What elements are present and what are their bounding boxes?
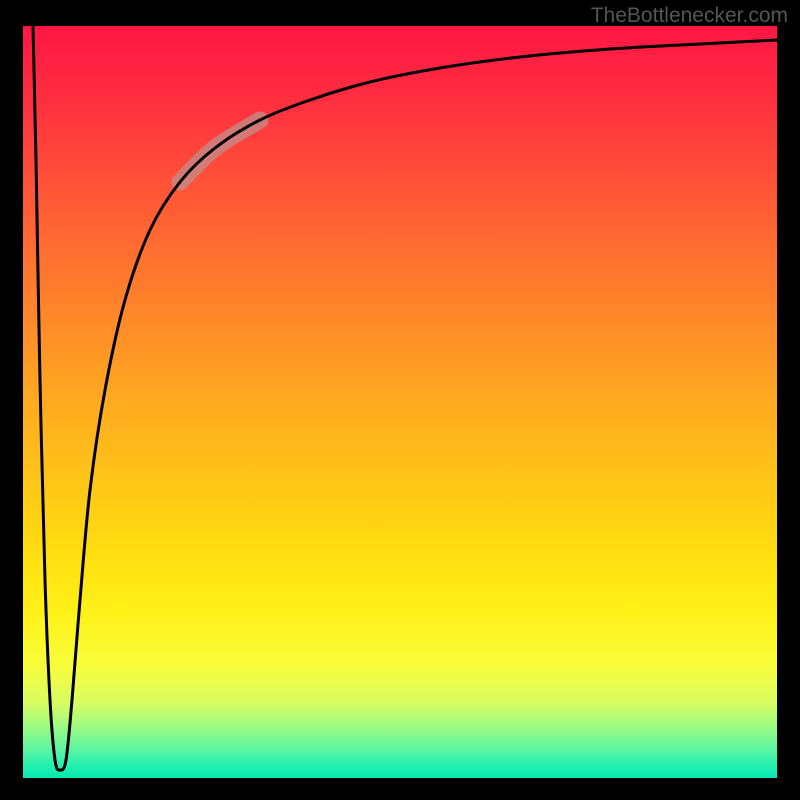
chart-container: TheBottlenecker.com [0, 0, 800, 800]
plot-gradient-background [23, 26, 777, 778]
chart-svg [0, 0, 800, 800]
watermark-text: TheBottlenecker.com [591, 4, 788, 28]
